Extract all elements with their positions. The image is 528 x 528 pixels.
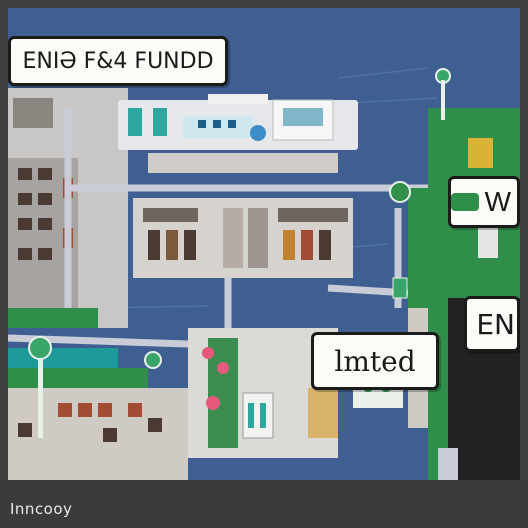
label-top-left-text: ENIƏ F&4 FUNDD (22, 48, 214, 74)
map-canvas[interactable]: ENIƏ F&4 FUNDD lmted W EN (8, 8, 520, 480)
label-middle-text: lmted (334, 344, 416, 378)
label-right-lower-text: EN (476, 307, 515, 341)
footer-caption: Inncooy (10, 500, 73, 518)
badge-icon (451, 193, 479, 211)
label-right-lower: EN (464, 296, 520, 352)
label-right-mid: W (448, 176, 520, 228)
label-right-mid-text: W (484, 186, 511, 217)
flower-beds (202, 347, 229, 410)
label-middle: lmted (311, 332, 439, 390)
label-top-left: ENIƏ F&4 FUNDD (8, 36, 228, 86)
middle-windows (143, 208, 348, 268)
footer-bar (0, 480, 528, 528)
top-complex-details (128, 99, 334, 141)
bottom-left-block (8, 388, 188, 480)
